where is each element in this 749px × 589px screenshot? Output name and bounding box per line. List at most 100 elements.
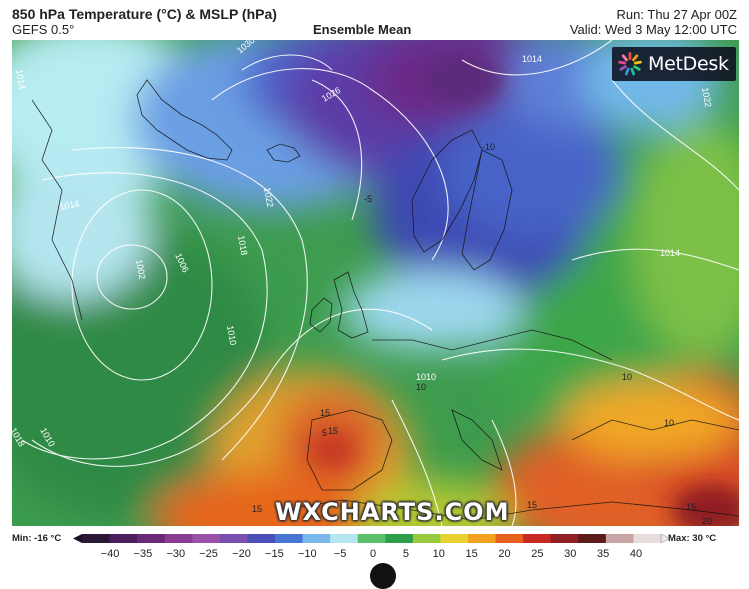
isobar-line: [491, 419, 517, 526]
legend-tick-label: 40: [629, 548, 643, 560]
isobar-line: [31, 308, 433, 467]
temp-label: -5: [364, 194, 372, 204]
isobar-line: [571, 248, 739, 271]
legend-color-bar: [73, 533, 671, 544]
legend-min-arrow: [73, 534, 82, 543]
legend-swatch: [578, 534, 607, 543]
logo-text: MetDesk: [648, 53, 729, 75]
temperature-highlights: [307, 55, 739, 526]
temp-blob: [152, 470, 392, 526]
temperature-field: [12, 40, 739, 526]
legend-swatch: [550, 534, 579, 543]
africa-coast: [281, 499, 739, 521]
temp-label: 15: [252, 504, 262, 514]
legend-swatch: [633, 534, 662, 543]
temp-core: [307, 430, 357, 470]
isobar-line: [391, 399, 443, 526]
legend-ticks: −40 −35 −30 −25 −20 −15 −10 −5 0 5 10 15 20 25 30 35 40: [0, 548, 749, 562]
ireland-coast: [309, 297, 333, 333]
temp-label: 5: [322, 428, 327, 438]
legend-swatch: [302, 534, 331, 543]
temp-blob: [442, 100, 622, 240]
temp-core: [672, 485, 739, 526]
sweden-coast: [461, 149, 513, 271]
isobar-label: 1014: [59, 199, 80, 212]
isobar-line: [211, 68, 449, 261]
iceland-coast: [266, 143, 301, 163]
isobar-label: 1014: [522, 54, 542, 64]
legend-tick-label: −15: [265, 548, 284, 560]
legend-swatch: [468, 534, 497, 543]
isobar-line: [71, 189, 213, 381]
legend-tick-label: 0: [369, 548, 377, 560]
legend-tick-label: 30: [564, 548, 577, 560]
legend-tick-label: 35: [596, 548, 610, 560]
temp-label: 15: [686, 502, 696, 512]
temp-core: [422, 55, 502, 105]
metdesk-burst-icon: [618, 52, 642, 76]
temp-label: 10: [664, 418, 674, 428]
watermark: WXCHARTS.COM: [275, 498, 510, 526]
legend-swatch: [495, 534, 524, 543]
valid-time: Valid: Wed 3 May 12:00 UTC: [569, 22, 737, 37]
legend-tick-label: 15: [465, 548, 478, 560]
legend-tick-label: 20: [498, 548, 511, 560]
temp-label: 15: [328, 426, 338, 436]
isobar-line: [611, 79, 739, 191]
legend-tick-label: −10: [297, 548, 317, 560]
isobar-line: [71, 147, 308, 461]
temp-blob: [562, 380, 739, 460]
run-time: Run: Thu 27 Apr 00Z: [616, 7, 737, 22]
britain-coast: [333, 271, 369, 339]
isobar-label: 1014: [660, 248, 680, 258]
turkey-coast: [571, 419, 739, 441]
legend-swatch: [523, 534, 552, 543]
legend-swatch: [605, 534, 635, 543]
greenland-coast: [136, 79, 233, 161]
temp-blob: [352, 480, 512, 526]
legend-max-arrow: [660, 533, 671, 544]
legend-tick-label: −20: [232, 548, 251, 560]
legend-swatch: [109, 534, 138, 543]
temp-label: 10: [622, 372, 632, 382]
isobar-label: 1022: [700, 87, 713, 108]
weather-map: 1030 1026 1022 1018 1014 1010 1006 1002 …: [12, 40, 739, 526]
temp-blob: [342, 270, 522, 350]
metdesk-logo: MetDesk: [612, 47, 736, 81]
temp-label: 15: [527, 500, 537, 510]
temp-blob: [12, 160, 152, 300]
europe-coast: [372, 329, 613, 361]
isobar-line: [311, 79, 363, 221]
legend-tick-label: −40: [100, 548, 120, 560]
isobars: [21, 40, 739, 526]
isobar-label: 1022: [262, 187, 275, 208]
italy-coast: [451, 409, 503, 471]
color-legend: Min: -16 °C Max: 30 °C −40 −35 −30 −25 −20 −1…: [0, 528, 749, 573]
legend-tick-label: 25: [531, 548, 544, 560]
legend-swatch: [412, 534, 442, 543]
legend-tick-label: 5: [402, 548, 409, 560]
temp-blob: [632, 120, 739, 360]
isobar-label: 1014: [14, 69, 27, 90]
legend-tick-label: 10: [432, 548, 445, 560]
temp-label: 10: [416, 382, 426, 392]
legend-swatch: [385, 534, 414, 543]
legend-swatch: [440, 534, 469, 543]
temp-label: 15: [320, 408, 330, 418]
isobar-line: [441, 348, 739, 421]
temp-label: -10: [482, 142, 495, 152]
legend-swatch: [82, 534, 111, 543]
legend-min-label: Min: -16 °C: [12, 533, 62, 544]
legend-tick-label: −25: [199, 548, 218, 560]
iberia-coast: [306, 409, 393, 491]
legend-swatch: [219, 534, 249, 543]
temperature-labels: 15 15 15 10 10 15 15 20 10 -5 5 -10: [252, 142, 712, 526]
coastlines: [31, 79, 739, 521]
legend-tick-label: −30: [166, 548, 186, 560]
isobar-line: [21, 172, 268, 460]
legend-swatch: [357, 534, 386, 543]
legend-swatch: [275, 534, 304, 543]
isobar-line: [461, 40, 613, 76]
isobar-label: 1010: [416, 372, 436, 382]
legend-tick-label: −35: [133, 548, 153, 560]
